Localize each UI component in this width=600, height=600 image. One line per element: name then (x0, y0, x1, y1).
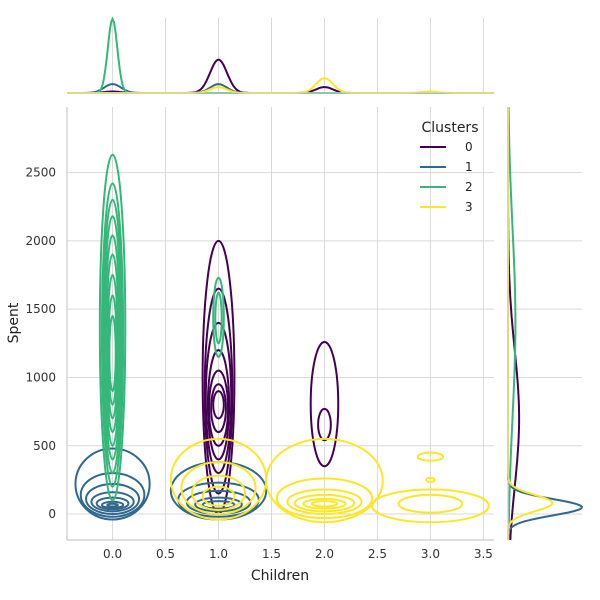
x-axis-label: Children (251, 568, 309, 584)
kde-contour-0 (212, 390, 225, 420)
legend-label-0: 0 (465, 140, 473, 154)
kde-contour-3 (180, 461, 257, 516)
right-marginal-curves (507, 107, 584, 541)
x-tick-label: 3.5 (474, 547, 493, 561)
kde-contour-1 (74, 447, 151, 521)
legend-title: Clusters (422, 120, 479, 136)
legend-label-1: 1 (465, 160, 473, 174)
kde-contour-1 (201, 500, 236, 510)
kde-contour-2 (106, 274, 119, 420)
right-marginal-kde (507, 107, 584, 541)
grid (67, 107, 494, 540)
y-tick-label: 1000 (25, 370, 56, 384)
kde-contour-0 (207, 369, 230, 447)
y-tick-label: 1500 (25, 302, 56, 316)
kde-contour-0 (317, 407, 332, 442)
right-marginal-curve-1 (507, 107, 584, 540)
kde-contour-1 (85, 482, 141, 516)
kde-contour-3 (293, 493, 356, 513)
kde-contour-2 (100, 182, 125, 488)
x-tick-label: 2.0 (315, 547, 334, 561)
kde-contour-3 (302, 498, 347, 510)
kde-contour-3 (371, 488, 490, 524)
x-tick-label: 0.5 (156, 547, 175, 561)
kde-contour-2 (105, 253, 120, 434)
kde-contour-2 (212, 276, 225, 358)
y-tick-label: 0 (48, 507, 56, 521)
kde-contour-3 (310, 500, 339, 508)
x-tick-label: 2.5 (368, 547, 387, 561)
x-tick-label: 1.0 (209, 547, 228, 561)
kde-contour-1 (90, 491, 135, 513)
right-marginal-grid (508, 172, 582, 515)
top-marginal-kde (67, 16, 494, 94)
kde-contour-3 (416, 451, 445, 462)
legend-label-2: 2 (465, 180, 473, 194)
series-0-contours (201, 239, 340, 516)
y-axis-label: Spent (6, 302, 22, 343)
kde-contour-0 (204, 321, 233, 475)
kde-contour-3 (275, 477, 374, 520)
main-plot: 0.0 0.5 1.0 1.5 2.0 2.5 3.0 3.5 050010001500200… (6, 107, 494, 584)
top-marginal-grid (112, 18, 484, 93)
y-tick-label: 500 (33, 439, 56, 453)
y-tick-labels: 0 500 1000 1500 2000 2500 (25, 166, 56, 521)
x-tick-label: 3.0 (421, 547, 440, 561)
kde-contour-1 (194, 496, 243, 513)
kde-contour-2 (108, 314, 117, 393)
kde-contour-0 (206, 349, 231, 461)
right-marginal-curve-2 (507, 107, 517, 540)
kde-contours (74, 153, 490, 524)
kde-contour-2 (104, 234, 121, 447)
axes (66, 107, 494, 541)
kde-contour-0 (210, 383, 227, 434)
kde-contour-2 (98, 153, 127, 502)
legend: Clusters 0 1 2 3 (420, 120, 478, 214)
kde-contour-0 (309, 340, 340, 468)
x-tick-labels: 0.0 0.5 1.0 1.5 2.0 2.5 3.0 3.5 (103, 547, 493, 561)
kde-contour-1 (95, 496, 130, 511)
x-tick-label: 0.0 (103, 547, 122, 561)
kde-contour-3 (397, 493, 464, 514)
kde-contour-2 (102, 198, 124, 475)
kde-contour-2 (214, 291, 223, 345)
y-tick-label: 2000 (25, 234, 56, 248)
series-3-contours (169, 437, 490, 524)
kde-contour-2 (107, 294, 118, 406)
kde-contour-3 (286, 488, 363, 516)
legend-entries: 0 1 2 3 (420, 140, 473, 214)
kde-contour-1 (106, 502, 119, 508)
kde-contour-2 (103, 215, 123, 461)
kde-contour-0 (203, 287, 234, 495)
x-tick-label: 1.5 (262, 547, 281, 561)
y-tick-label: 2500 (25, 166, 56, 180)
kde-contour-3 (201, 485, 236, 507)
kde-contour-3 (265, 437, 384, 524)
kde-contour-3 (425, 476, 436, 483)
kde-contour-1 (100, 500, 125, 509)
series-2-contours (98, 153, 225, 502)
legend-label-3: 3 (465, 200, 473, 214)
kde-contour-3 (191, 474, 247, 511)
